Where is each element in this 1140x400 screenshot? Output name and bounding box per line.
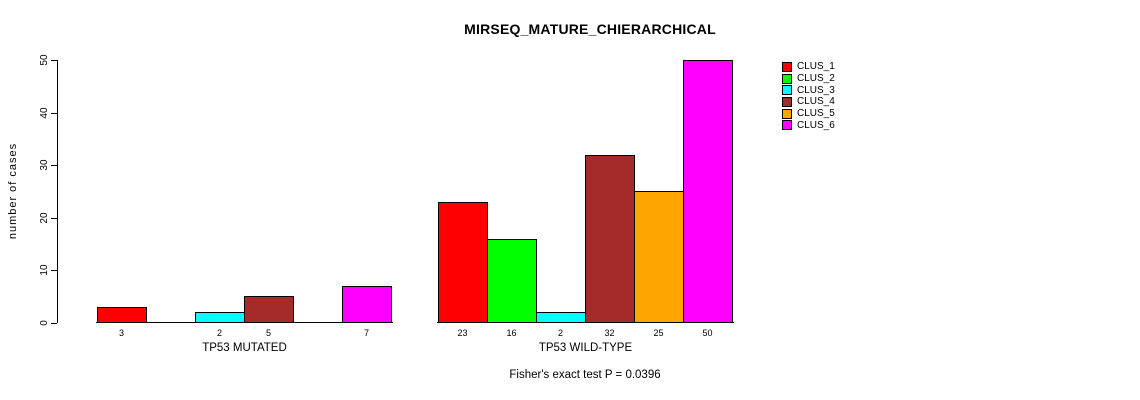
bar-value-label: 16 xyxy=(506,328,517,338)
bar-clus_2-2 xyxy=(487,239,537,323)
chart-title: MIRSEQ_MATURE_CHIERARCHICAL xyxy=(464,21,716,37)
bar-value-label: 50 xyxy=(702,328,713,338)
bar-clus_5-2 xyxy=(634,191,684,323)
legend-item-label: CLUS_5 xyxy=(797,108,835,120)
bar-clus_6-2 xyxy=(683,60,733,323)
y-tick-mark xyxy=(51,113,57,114)
y-tick-mark xyxy=(51,270,57,271)
bar-value-label: 32 xyxy=(604,328,615,338)
bar-clus_3-1 xyxy=(195,312,245,323)
legend-item-label: CLUS_4 xyxy=(797,96,835,108)
fisher-test-annotation: Fisher's exact test P = 0.0396 xyxy=(509,369,661,381)
bar-clus_1-2 xyxy=(438,202,488,323)
bar-value-label: 2 xyxy=(557,328,563,338)
y-tick-label: 10 xyxy=(38,264,50,276)
legend-item: CLUS_2 xyxy=(782,73,835,85)
y-tick-label: 40 xyxy=(38,107,50,119)
y-tick-mark xyxy=(51,60,57,61)
legend-color-swatch xyxy=(782,73,792,84)
y-tick-label: 20 xyxy=(38,212,50,224)
legend-item: CLUS_5 xyxy=(782,108,835,120)
legend-item-label: CLUS_3 xyxy=(797,84,835,96)
bar-value-label: 2 xyxy=(216,328,222,338)
bar-clus_4-1 xyxy=(244,296,294,323)
legend-item: CLUS_4 xyxy=(782,96,835,108)
y-tick-label: 30 xyxy=(38,159,50,171)
bar-value-label: 5 xyxy=(265,328,271,338)
bar-value-label: 25 xyxy=(653,328,664,338)
legend: CLUS_1 CLUS_2 CLUS_3 CLUS_4 CLUS_5 CLUS_6 xyxy=(782,61,835,131)
y-axis-line xyxy=(57,60,58,323)
bar-clus_6-1 xyxy=(342,286,392,323)
legend-color-swatch xyxy=(782,61,792,72)
y-tick-label: 50 xyxy=(38,54,50,66)
group-label-1: TP53 MUTATED xyxy=(202,342,287,354)
bar-clus_4-2 xyxy=(585,155,635,323)
y-tick-mark xyxy=(51,218,57,219)
bar-clus_3-2 xyxy=(536,312,586,323)
y-tick-label: 0 xyxy=(38,320,50,326)
legend-color-swatch xyxy=(782,85,792,96)
y-axis-label: number of cases xyxy=(7,142,19,240)
legend-item-label: CLUS_6 xyxy=(797,119,835,131)
legend-color-swatch xyxy=(782,120,792,131)
legend-item: CLUS_6 xyxy=(782,119,835,131)
y-tick-mark xyxy=(51,323,57,324)
bar-clus_1-1 xyxy=(97,307,147,323)
legend-color-swatch xyxy=(782,108,792,119)
bar-value-label: 23 xyxy=(457,328,468,338)
group-label-2: TP53 WILD-TYPE xyxy=(538,342,633,354)
legend-color-swatch xyxy=(782,96,792,107)
y-tick-mark xyxy=(51,165,57,166)
legend-item-label: CLUS_2 xyxy=(797,73,835,85)
bar-value-label: 7 xyxy=(363,328,369,338)
legend-item-label: CLUS_1 xyxy=(797,61,835,73)
legend-item: CLUS_3 xyxy=(782,84,835,96)
bar-value-label: 3 xyxy=(118,328,124,338)
legend-item: CLUS_1 xyxy=(782,61,835,73)
